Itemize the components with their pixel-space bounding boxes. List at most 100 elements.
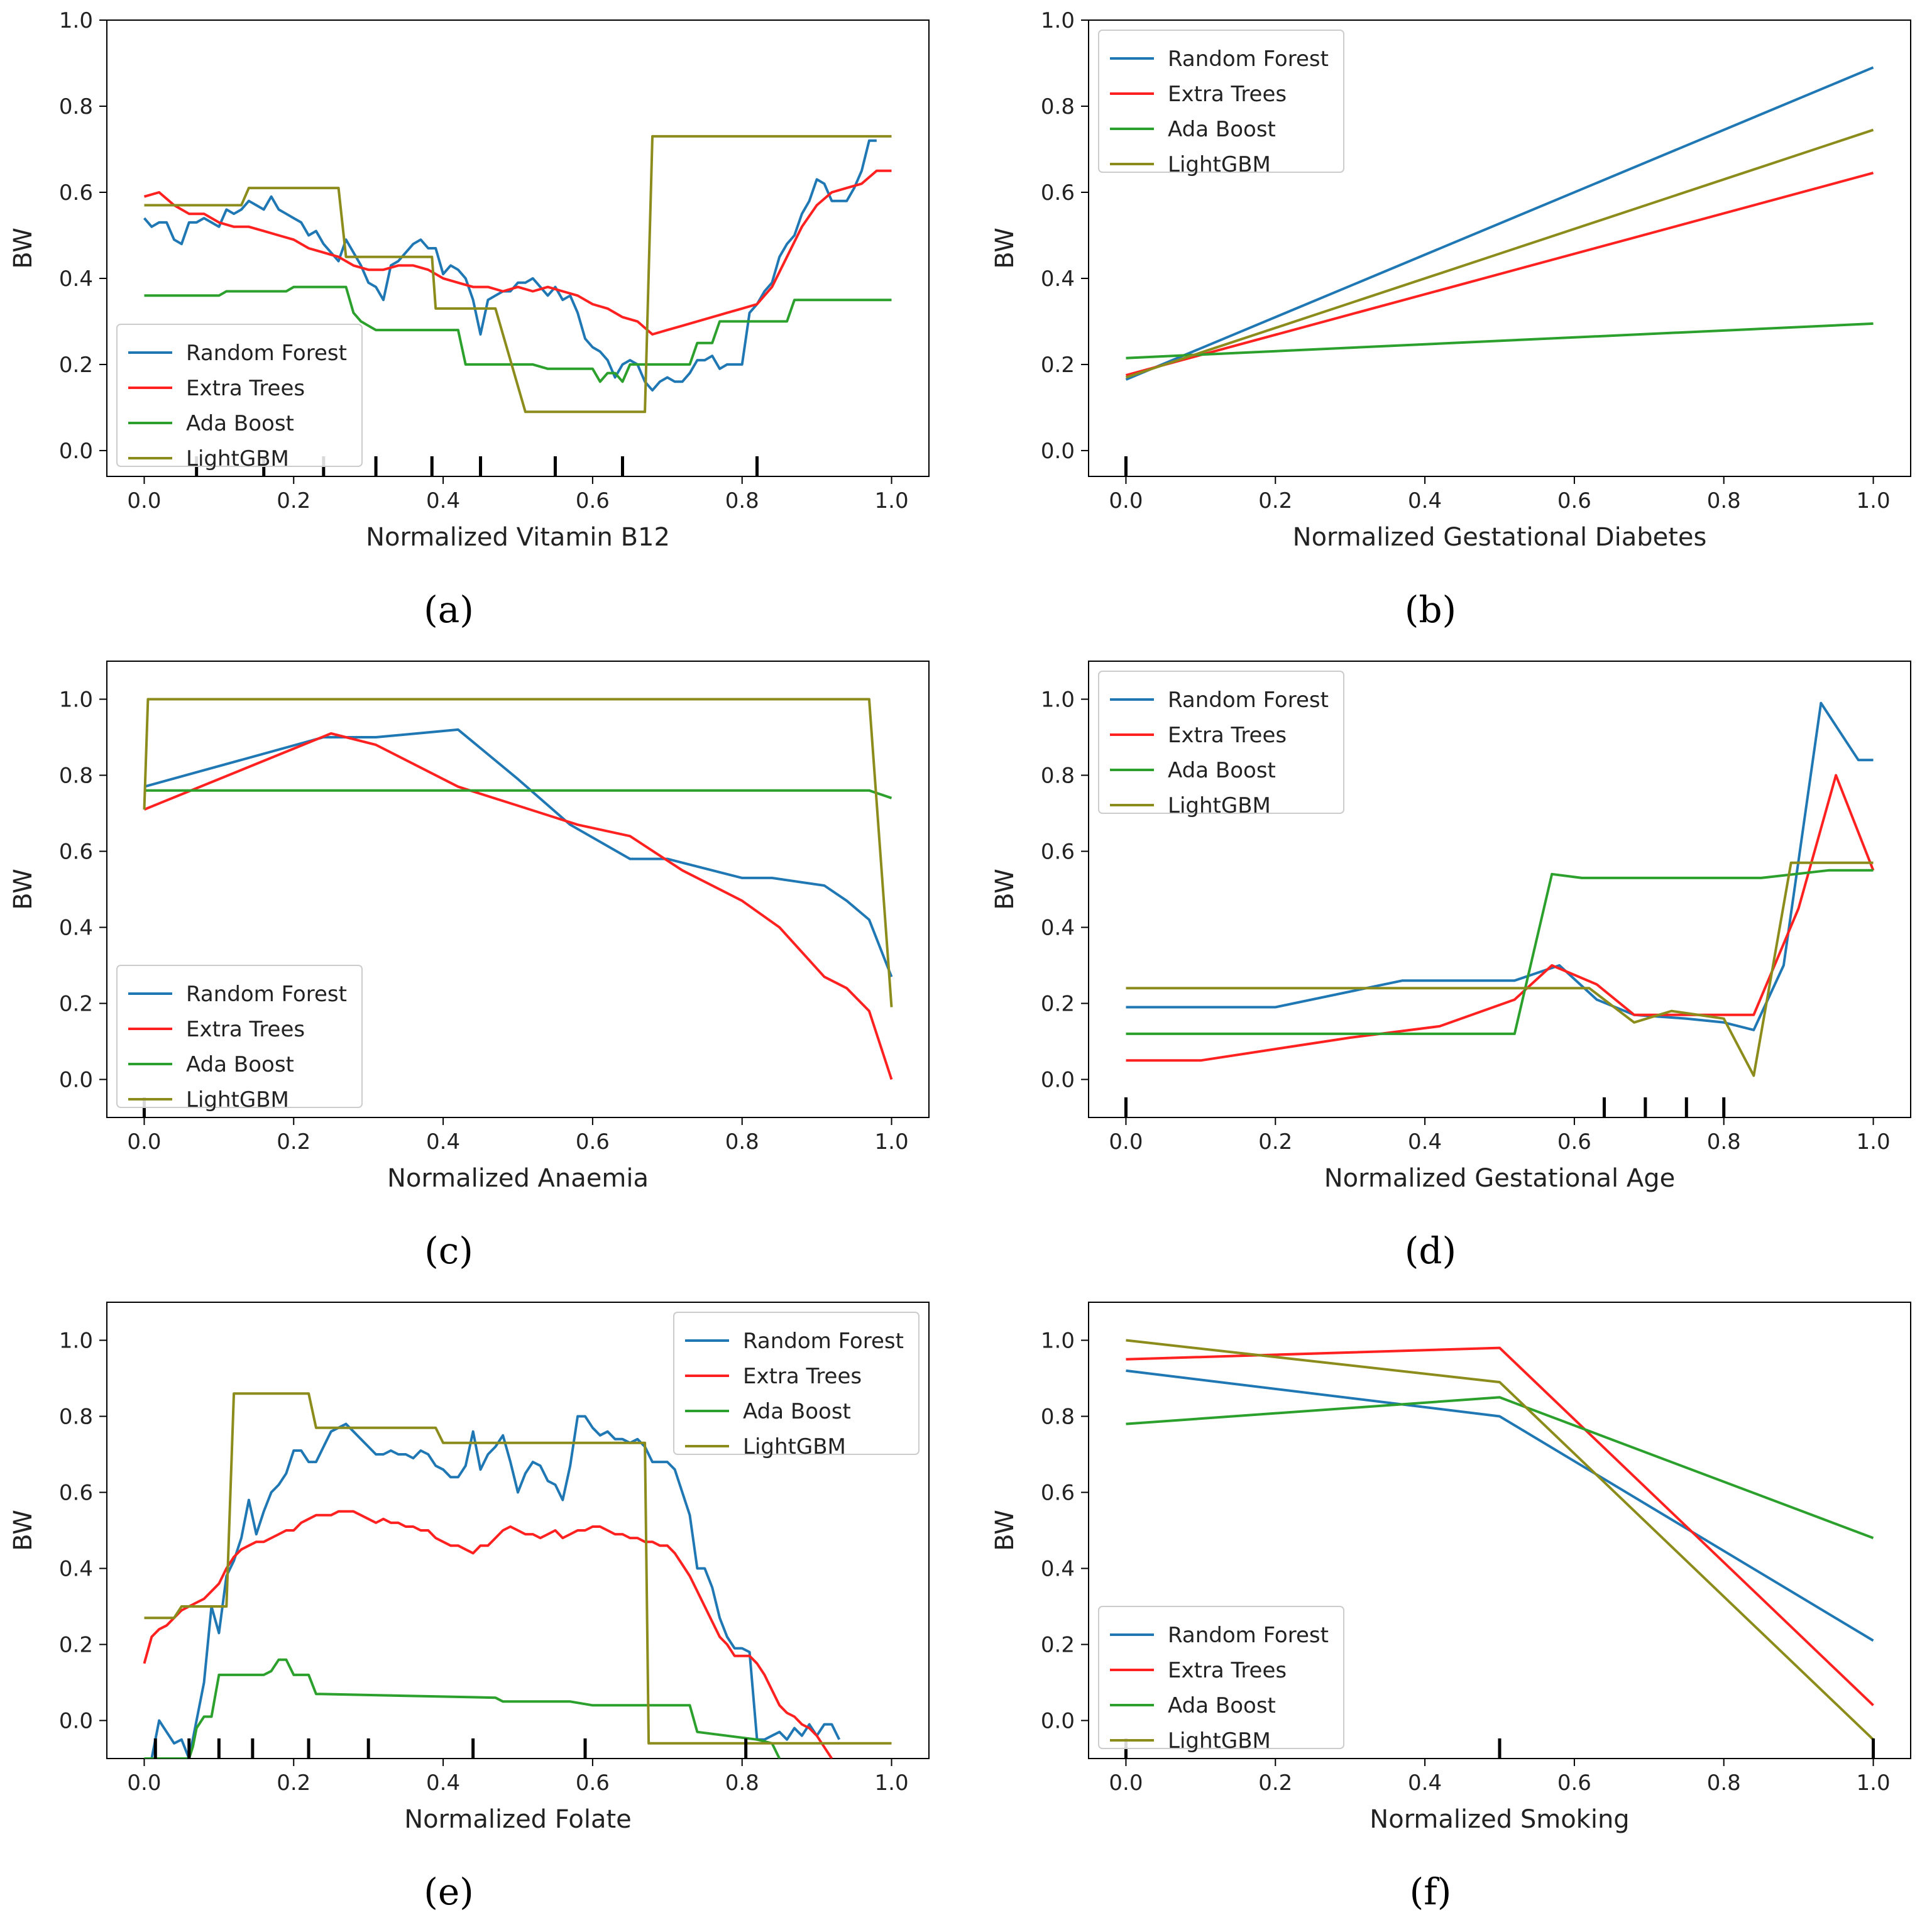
legend-label: Ada Boost (186, 411, 294, 436)
x-tick-label: 0.8 (725, 1770, 759, 1796)
x-tick-label: 0.2 (1258, 1770, 1292, 1796)
legend-label: Extra Trees (1168, 82, 1287, 107)
legend-box (116, 324, 363, 467)
plot-area (143, 134, 892, 414)
y-tick-label: 0.4 (59, 1557, 93, 1582)
y-tick-label: 0.0 (59, 1068, 93, 1093)
panel-caption: (d) (1405, 1229, 1456, 1272)
x-tick-label: 0.0 (127, 1770, 161, 1796)
y-tick-label: 0.2 (1041, 992, 1075, 1017)
y-tick-label: 0.4 (1041, 266, 1075, 292)
x-tick-label: 1.0 (875, 488, 909, 513)
x-tick-label: 0.8 (1707, 1770, 1741, 1796)
series-line-random-forest (1126, 701, 1874, 1031)
x-tick-label: 0.2 (277, 488, 310, 513)
series-line-random-forest (144, 1415, 841, 1759)
y-tick-label: 1.0 (1041, 8, 1075, 33)
legend-label: Ada Boost (1168, 117, 1276, 142)
y-tick-label: 1.0 (1041, 688, 1075, 713)
y-tick-label: 0.4 (59, 266, 93, 292)
series-line-random-forest (1125, 66, 1874, 381)
legend-label: Random Forest (1168, 1623, 1329, 1648)
x-tick-label: 0.8 (725, 488, 759, 513)
legend: Random Forest Extra Trees Ada Boost LightGB… (116, 965, 363, 1112)
legend-label: LightGBM (743, 1434, 846, 1459)
x-tick-label: 1.0 (1857, 1770, 1891, 1796)
series-line-random-forest (1126, 1369, 1874, 1642)
x-tick-label: 1.0 (875, 1770, 909, 1796)
y-tick-label: 0.0 (1041, 1068, 1075, 1093)
x-tick-label: 0.6 (1557, 1770, 1591, 1796)
x-axis-label: Normalized Smoking (1370, 1805, 1629, 1834)
series-line-lightgbm (144, 1392, 892, 1745)
x-axis-label: Normalized Gestational Age (1324, 1164, 1676, 1193)
y-tick-label: 0.4 (59, 916, 93, 941)
plot-area (1126, 701, 1875, 1077)
panel-e: 0.0 0.2 0.4 0.6 0.8 1.0 0.0 0.2 0.4 0.6 0.8 1.0 Norm… (9, 1302, 930, 1913)
y-tick-label: 0.6 (59, 1481, 93, 1506)
y-tick-label: 0.6 (59, 180, 93, 206)
y-axis-label: BW (9, 1510, 38, 1551)
series-line-extra-trees (1125, 172, 1874, 376)
legend-label: Extra Trees (1168, 723, 1287, 748)
x-tick-label: 0.0 (1109, 1770, 1143, 1796)
panel-b: 0.0 0.2 0.4 0.6 0.8 1.0 0.0 0.2 0.4 0.6 0.8 1.0 Norm… (991, 8, 1911, 631)
legend-box (1098, 30, 1344, 173)
legend: Random Forest Extra Trees Ada Boost LightGB… (1098, 1606, 1344, 1754)
x-tick-label: 1.0 (1857, 488, 1891, 513)
legend-label: Random Forest (1168, 688, 1329, 713)
plot-area (143, 1392, 892, 1759)
y-tick-label: 0.4 (1041, 1557, 1075, 1582)
plot-frame (106, 19, 930, 477)
series-line-extra-trees (143, 1510, 833, 1759)
legend-label: Random Forest (1168, 47, 1329, 72)
plot-area (143, 698, 893, 1080)
x-tick-label: 0.6 (576, 1129, 610, 1155)
panel-f: 0.0 0.2 0.4 0.6 0.8 1.0 0.0 0.2 0.4 0.6 0.8 1.0 Norm… (991, 1302, 1911, 1913)
y-tick-label: 0.2 (59, 1633, 93, 1658)
legend-box (1098, 671, 1344, 814)
y-tick-label: 0.0 (59, 439, 93, 464)
plot-frame (106, 661, 930, 1118)
series-line-extra-trees (143, 169, 892, 336)
legend-label: Random Forest (743, 1329, 904, 1354)
x-tick-label: 1.0 (1857, 1129, 1891, 1155)
legend-label: LightGBM (186, 446, 289, 471)
x-tick-label: 1.0 (875, 1129, 909, 1155)
plot-frame (1088, 19, 1911, 477)
y-tick-label: 0.0 (59, 1709, 93, 1734)
series-line-ada-boost (1126, 322, 1874, 360)
legend-box (673, 1312, 920, 1455)
legend: Random Forest Extra Trees Ada Boost LightGB… (1098, 671, 1344, 818)
x-axis-label: Normalized Gestational Diabetes (1293, 523, 1707, 552)
legend-label: Ada Boost (1168, 758, 1276, 783)
y-tick-label: 0.6 (59, 840, 93, 865)
x-tick-label: 0.8 (725, 1129, 759, 1155)
x-tick-label: 0.6 (1557, 1129, 1591, 1155)
panel-caption: (a) (424, 588, 474, 631)
series-line-lightgbm (143, 698, 893, 1007)
y-tick-label: 0.6 (1041, 180, 1075, 206)
x-tick-label: 0.0 (127, 1129, 161, 1155)
plot-area (1125, 66, 1874, 381)
plot-frame (1088, 661, 1911, 1118)
series-line-ada-boost (144, 285, 892, 383)
legend-label: Extra Trees (743, 1364, 862, 1389)
x-axis-label: Normalized Anaemia (387, 1164, 649, 1193)
legend-label: Random Forest (186, 341, 347, 366)
x-tick-label: 0.4 (1408, 1770, 1442, 1796)
legend-label: LightGBM (1168, 152, 1271, 177)
y-axis-label: BW (991, 228, 1019, 269)
x-tick-label: 0.0 (1109, 488, 1143, 513)
series-line-ada-boost (144, 1658, 781, 1759)
series-line-extra-trees (1126, 774, 1875, 1062)
panel-d: 0.0 0.2 0.4 0.6 0.8 1.0 0.0 0.2 0.4 0.6 0.8 1.0 Norm… (991, 661, 1911, 1272)
legend-box (116, 965, 363, 1108)
panel-caption: (f) (1410, 1870, 1452, 1913)
x-tick-label: 0.0 (1109, 1129, 1143, 1155)
legend: Random Forest Extra Trees Ada Boost LightGB… (116, 324, 363, 471)
series-line-lightgbm (1126, 1339, 1874, 1741)
x-tick-label: 0.4 (426, 488, 460, 513)
y-tick-label: 1.0 (59, 688, 93, 713)
legend-box (1098, 1606, 1344, 1749)
